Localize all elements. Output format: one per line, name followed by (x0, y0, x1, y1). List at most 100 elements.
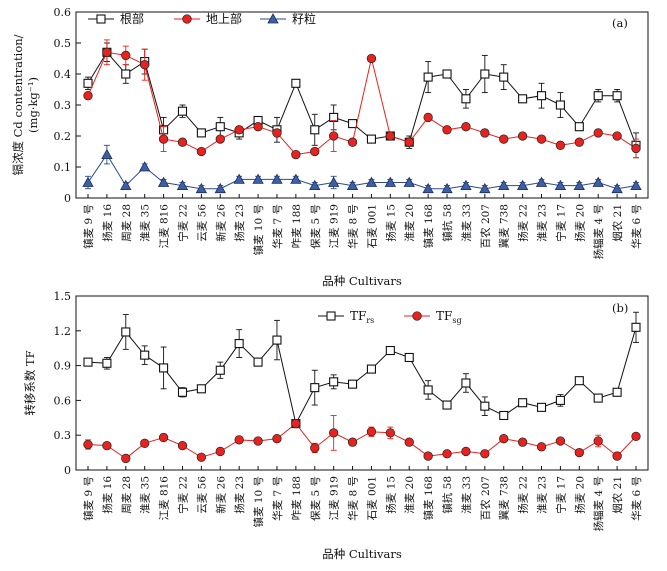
category-label: 扬麦 16 (101, 204, 114, 242)
data-point (461, 378, 471, 388)
data-point (233, 173, 245, 184)
data-point (83, 439, 93, 450)
data-point (291, 418, 301, 429)
data-point (592, 176, 604, 187)
data-point (403, 176, 415, 187)
category-label: 百农 207 (479, 204, 492, 248)
category-label: 镇麦 10 号 (252, 476, 265, 528)
category-label: 扬麦 23 (233, 204, 246, 242)
data-point (612, 131, 622, 141)
data-point (423, 451, 433, 461)
y-tick-label: 0.6 (54, 6, 72, 19)
data-point (385, 428, 395, 438)
data-point (272, 335, 282, 345)
data-point (461, 446, 471, 457)
category-label: 华麦 6 号 (630, 476, 643, 521)
data-point (442, 69, 452, 79)
data-point (272, 128, 282, 138)
data-point (347, 137, 358, 147)
data-point (480, 401, 490, 411)
category-label: 云麦 56 (196, 476, 208, 514)
category-label: 冀麦 738 (498, 476, 511, 520)
data-point (555, 140, 566, 150)
data-point (573, 179, 585, 190)
data-point (196, 128, 206, 138)
data-point (535, 176, 548, 187)
category-label: 石麦 001 (366, 476, 378, 520)
legend-label: TFrs (350, 309, 374, 325)
category-label: 淮麦 20 (404, 476, 416, 514)
legend-marker (412, 311, 422, 321)
data-point (461, 94, 471, 104)
data-point (423, 112, 433, 123)
y-tick-label: 0.4 (54, 68, 72, 81)
panel-a-y-ticks: 0 0.1 0.2 0.3 0.4 0.5 0.6 (54, 6, 81, 205)
data-point (631, 431, 641, 442)
data-point (253, 357, 263, 367)
category-label: 镇麦 9 号 (82, 204, 95, 249)
data-point (499, 434, 509, 444)
panel-a-legend: 根部 地上部 籽粒 (88, 11, 316, 26)
data-point (121, 327, 131, 337)
panel-b-label: (b) (612, 301, 628, 315)
data-point (366, 427, 377, 437)
category-label: 淮麦 23 (537, 476, 549, 514)
data-point (140, 438, 150, 448)
series-2 (82, 144, 642, 194)
data-point (102, 440, 112, 451)
data-point (404, 137, 414, 147)
data-point (121, 453, 131, 464)
data-point (518, 398, 528, 408)
data-point (554, 179, 567, 190)
category-label: 扬麦 20 (573, 476, 586, 514)
data-point (120, 179, 132, 190)
data-point (291, 78, 301, 88)
category-label: 扬辐麦 4 号 (592, 204, 605, 259)
y-tick-label: 0.6 (54, 394, 72, 407)
data-point (102, 47, 112, 57)
data-point (593, 393, 603, 403)
data-point (253, 436, 263, 446)
data-point (423, 385, 433, 395)
data-point (158, 432, 169, 443)
data-point (366, 364, 376, 374)
panel-a-xlabel: 品种 Cultivars (322, 274, 402, 288)
legend-subscript: rs (366, 316, 374, 325)
y-tick-label: 0.9 (54, 360, 72, 373)
category-label: 保麦 5 号 (309, 204, 322, 249)
data-point (574, 447, 584, 458)
data-point (404, 352, 414, 363)
category-label: 烟农 21 (611, 204, 624, 242)
y-tick-label: 1.5 (54, 290, 72, 303)
data-point (366, 53, 377, 64)
category-label: 烟农 21 (611, 476, 624, 514)
data-point (234, 339, 244, 349)
data-point (214, 182, 226, 194)
data-point (82, 176, 94, 187)
data-point (348, 119, 358, 129)
data-point (310, 146, 320, 157)
data-point (253, 122, 263, 132)
data-point (329, 131, 339, 141)
data-point (291, 149, 301, 160)
data-point (517, 131, 528, 141)
category-label: 淮麦 23 (537, 204, 549, 242)
category-label: 宁麦 22 (176, 476, 189, 514)
panel-b: 0 0.3 0.6 0.9 1.2 1.5 镇麦 9 号扬麦 16 周麦 28 淮麦 35 江麦… (23, 290, 649, 561)
category-label: 宁麦 17 (554, 476, 567, 514)
data-point (290, 173, 302, 184)
data-point (329, 377, 339, 387)
data-point (499, 72, 509, 82)
category-label: 江麦 919 (329, 476, 341, 520)
data-point (631, 143, 641, 154)
category-label: 扬麦 20 (573, 204, 586, 242)
data-point (139, 161, 151, 172)
data-point (83, 91, 93, 101)
category-label: 百农 207 (479, 476, 492, 520)
data-point (310, 125, 320, 135)
category-label: 咋麦 188 (290, 204, 303, 248)
panel-b-category-labels: 镇麦 9 号扬麦 16 周麦 28 淮麦 35 江麦 816 宁麦 22 云麦 56 新麦 … (82, 466, 643, 531)
data-point (215, 134, 225, 144)
panel-a-category-labels: 镇麦 9 号扬麦 16 周麦 28 淮麦 35 江麦 816 宁麦 22 云麦 56 新麦 … (82, 194, 643, 259)
data-point (480, 69, 490, 79)
